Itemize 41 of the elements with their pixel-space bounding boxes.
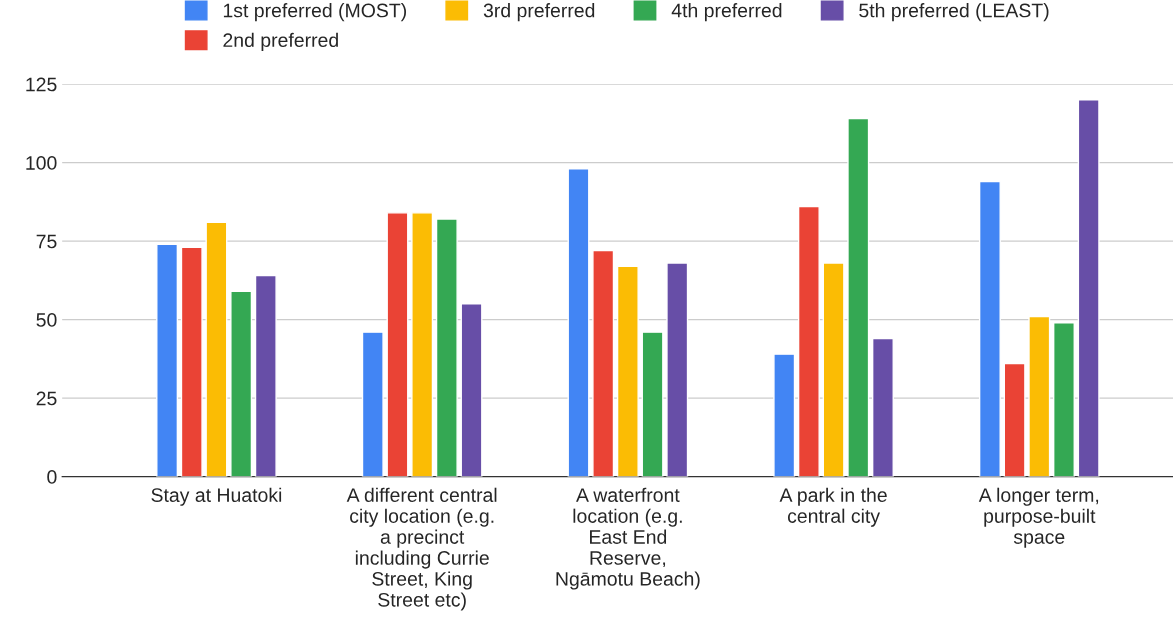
bar (156, 243, 179, 477)
x-tick-label: Stay at Huatoki (151, 487, 282, 506)
bar (411, 212, 434, 477)
bar (978, 180, 1001, 477)
bar (871, 337, 894, 477)
bar (666, 262, 689, 477)
bar (205, 221, 228, 477)
bar (641, 331, 664, 477)
x-tick-label: A different central city location (e.g. a precinct including Currie Street, King Street etc) (346, 487, 497, 611)
y-tick-label: 125 (26, 77, 57, 92)
bar (1028, 315, 1051, 477)
legend-label: 2nd preferred (223, 32, 338, 51)
bar (847, 117, 870, 477)
bar (230, 290, 253, 477)
bar (1003, 362, 1026, 477)
bar (616, 265, 639, 477)
bar (180, 246, 203, 477)
y-tick-label: 25 (36, 391, 57, 406)
legend-label: 3rd preferred (483, 3, 595, 22)
bar (361, 331, 384, 477)
legend-label: 4th preferred (671, 3, 782, 22)
x-tick-label: A park in the central city (779, 487, 887, 527)
bar (460, 303, 483, 477)
bar (1052, 322, 1075, 477)
y-tick-label: 75 (36, 234, 57, 249)
legend-label: 5th preferred (LEAST) (859, 3, 1049, 22)
bar (797, 205, 820, 477)
bar (567, 168, 590, 477)
x-tick-label: A waterfront location (e.g. East End Reserve, Ngāmotu Beach) (556, 487, 700, 590)
y-tick-label: 0 (47, 470, 57, 484)
bar (592, 249, 615, 477)
bar (822, 262, 845, 477)
y-tick-label: 50 (36, 313, 57, 327)
legend-label: 1st preferred (MOST) (223, 3, 406, 22)
bar (1077, 99, 1100, 477)
bar (386, 212, 409, 477)
bar (435, 218, 458, 477)
bar (773, 353, 796, 477)
y-tick-label: 100 (26, 156, 57, 170)
x-tick-label: A longer term, purpose-built space (978, 487, 1099, 548)
bar (254, 274, 277, 477)
